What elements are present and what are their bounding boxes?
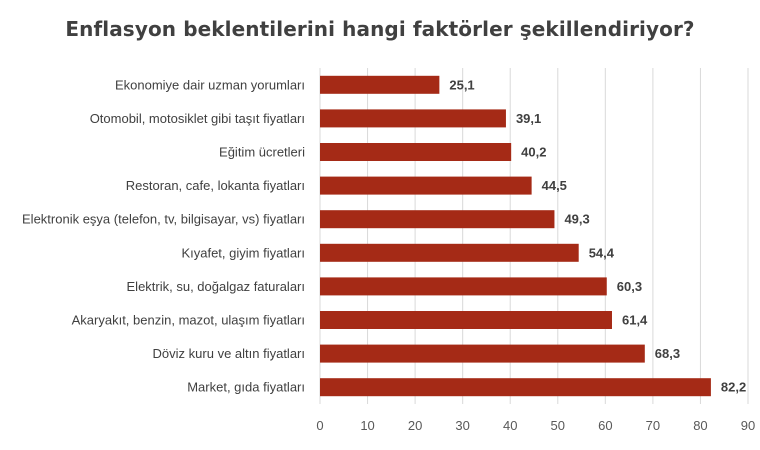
x-tick-label: 40 <box>503 418 517 433</box>
value-label: 44,5 <box>542 178 567 193</box>
bar <box>320 176 532 195</box>
value-label: 40,2 <box>521 145 546 160</box>
bar <box>320 311 612 329</box>
bar <box>320 75 440 94</box>
x-tick-label: 90 <box>741 418 755 433</box>
value-label: 60,3 <box>617 279 642 294</box>
x-tick-label: 50 <box>551 418 565 433</box>
category-label: Elektrik, su, doğalgaz faturaları <box>127 279 305 294</box>
x-tick-label: 30 <box>455 418 469 433</box>
x-tick-label: 80 <box>693 418 707 433</box>
x-tick-label: 0 <box>316 418 323 433</box>
category-label: Market, gıda fiyatları <box>187 380 305 395</box>
value-label: 54,4 <box>589 245 615 260</box>
category-label: Akaryakıt, benzin, mazot, ulaşım fiyatla… <box>72 313 305 328</box>
category-label: Otomobil, motosiklet gibi taşıt fiyatlar… <box>90 111 305 126</box>
bar <box>320 109 506 128</box>
value-label: 49,3 <box>564 212 589 227</box>
value-label: 68,3 <box>655 346 680 361</box>
category-label: Restoran, cafe, lokanta fiyatları <box>126 178 305 193</box>
bar <box>320 277 607 296</box>
x-tick-label: 10 <box>360 418 374 433</box>
bar <box>320 243 579 262</box>
value-label: 61,4 <box>622 313 648 328</box>
x-tick-label: 60 <box>598 418 612 433</box>
category-label: Kıyafet, giyim fiyatları <box>181 245 305 260</box>
category-label: Döviz kuru ve altın fiyatları <box>153 346 305 361</box>
category-label: Elektronik eşya (telefon, tv, bilgisayar… <box>22 212 305 227</box>
chart-title: Enflasyon beklentilerini hangi faktörler… <box>65 17 695 41</box>
bar <box>320 143 512 161</box>
category-label: Ekonomiye dair uzman yorumları <box>115 77 305 92</box>
x-tick-label: 20 <box>408 418 422 433</box>
bar <box>320 210 555 229</box>
bar <box>320 344 645 363</box>
bar <box>320 378 711 397</box>
value-label: 82,2 <box>721 380 746 395</box>
x-tick-label: 70 <box>646 418 660 433</box>
value-label: 25,1 <box>449 77 474 92</box>
category-label: Eğitim ücretleri <box>219 145 305 160</box>
value-label: 39,1 <box>516 111 541 126</box>
